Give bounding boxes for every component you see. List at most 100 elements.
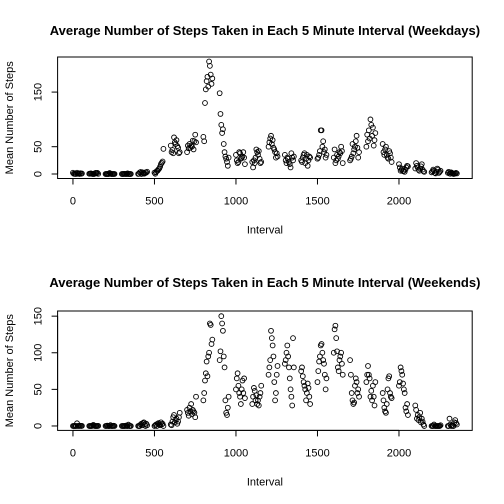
point: [339, 360, 345, 367]
point: [193, 393, 199, 400]
point: [453, 421, 460, 428]
point: [322, 386, 329, 393]
x-tick-label: 0: [70, 447, 76, 459]
point: [204, 373, 211, 380]
point: [372, 379, 379, 385]
point: [94, 170, 101, 176]
point: [317, 148, 323, 154]
point: [286, 161, 293, 168]
point: [388, 159, 395, 165]
point: [209, 75, 216, 82]
point: [306, 393, 313, 400]
point: [347, 357, 353, 363]
point: [335, 368, 342, 374]
point: [318, 341, 325, 347]
point: [386, 373, 393, 380]
point: [404, 401, 410, 407]
x-tick-label: 0: [70, 196, 76, 208]
point: [224, 404, 231, 411]
x-tick-label: 1500: [305, 447, 329, 459]
point: [320, 357, 327, 363]
point: [158, 159, 165, 166]
point: [323, 152, 330, 158]
point: [353, 132, 360, 139]
point: [127, 423, 134, 429]
point: [286, 364, 292, 371]
point: [413, 407, 419, 413]
point: [241, 154, 247, 161]
point: [242, 161, 248, 168]
point: [251, 385, 257, 391]
point: [356, 149, 362, 156]
point: [307, 154, 313, 161]
point: [224, 162, 231, 169]
point: [176, 150, 182, 157]
y-tick-label: 50: [33, 141, 45, 153]
point: [255, 402, 262, 409]
point: [330, 349, 337, 356]
point: [338, 349, 344, 356]
y-tick-label: 150: [33, 307, 45, 325]
y-axis-label: Mean Number of Steps: [4, 314, 16, 428]
y-tick-label: 0: [33, 171, 45, 177]
point: [255, 148, 262, 154]
point: [379, 141, 386, 147]
point: [352, 138, 359, 145]
y-tick-label: 50: [33, 383, 45, 395]
point: [79, 170, 85, 177]
x-tick-label: 2000: [387, 447, 411, 459]
point: [222, 397, 229, 404]
plot-frame: [57, 56, 473, 179]
point: [348, 153, 355, 160]
point: [421, 168, 428, 175]
point: [273, 371, 280, 378]
point: [399, 371, 406, 378]
point: [268, 335, 275, 341]
point: [207, 322, 214, 328]
point: [289, 402, 296, 409]
point: [202, 377, 208, 384]
point: [168, 422, 175, 429]
point: [365, 363, 371, 369]
point: [256, 393, 263, 400]
point: [319, 349, 326, 356]
point: [127, 171, 134, 177]
point: [206, 349, 212, 356]
point: [339, 160, 346, 166]
point: [367, 116, 374, 123]
point: [220, 141, 227, 147]
point: [124, 423, 131, 429]
point: [258, 382, 265, 389]
point: [238, 401, 244, 407]
point: [363, 379, 370, 385]
point: [353, 379, 360, 385]
point: [269, 342, 276, 349]
point: [271, 379, 278, 385]
point: [371, 137, 378, 143]
x-tick-label: 500: [145, 196, 163, 208]
y-tick-label: 150: [33, 83, 45, 101]
point: [219, 130, 225, 136]
point: [224, 412, 230, 418]
point: [176, 409, 183, 416]
point: [405, 412, 411, 418]
point: [111, 423, 118, 429]
point: [318, 127, 325, 134]
point: [265, 371, 272, 378]
point: [370, 124, 376, 131]
point: [332, 322, 339, 329]
point: [352, 375, 359, 382]
point: [351, 146, 357, 153]
point: [348, 371, 354, 378]
point: [315, 154, 322, 161]
point: [236, 149, 243, 156]
point: [436, 423, 443, 429]
point: [384, 154, 391, 161]
point: [303, 397, 309, 404]
point: [388, 395, 395, 402]
point: [251, 160, 258, 166]
x-tick-label: 1500: [305, 196, 329, 208]
point: [201, 138, 208, 145]
chart-title: Average Number of Steps Taken in Each 5 …: [50, 23, 480, 38]
point: [365, 127, 372, 134]
